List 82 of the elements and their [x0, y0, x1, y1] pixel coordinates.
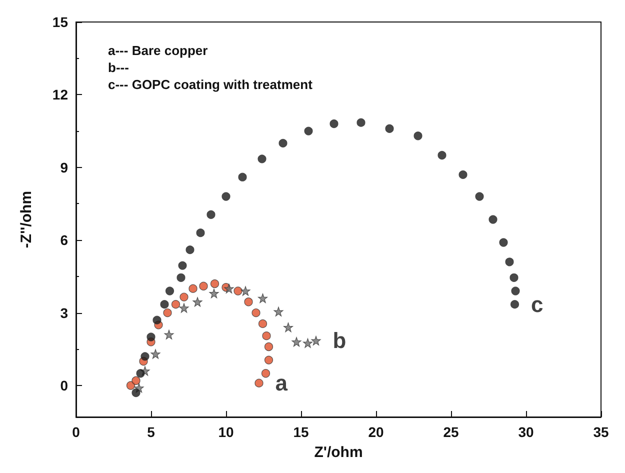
point [304, 126, 313, 136]
point [258, 154, 266, 164]
y-tick-label: 6 [60, 232, 68, 248]
y-tick-label: 9 [60, 159, 68, 176]
point [180, 292, 188, 302]
series-label: c [531, 292, 544, 317]
series-label: b [332, 328, 346, 354]
point [179, 303, 189, 313]
point [171, 300, 180, 309]
point [302, 338, 313, 348]
point [140, 352, 150, 361]
point [264, 342, 274, 352]
point [505, 258, 514, 266]
point [206, 210, 216, 219]
point [252, 308, 260, 318]
point [511, 286, 520, 296]
point [258, 293, 268, 304]
point [292, 337, 302, 347]
point [274, 306, 284, 316]
annotation: a--- Bare copper [108, 43, 208, 58]
point [136, 369, 145, 378]
point [126, 381, 136, 390]
point [186, 245, 194, 254]
point [244, 298, 253, 306]
point [196, 228, 205, 238]
x-tick-label: 10 [218, 424, 234, 440]
point [164, 330, 174, 340]
y-tick-label: 15 [52, 14, 68, 30]
point [414, 132, 422, 140]
x-tick-label: 25 [443, 424, 459, 440]
point [385, 124, 394, 133]
point [199, 282, 208, 290]
point [209, 288, 219, 298]
point [132, 388, 140, 398]
point [258, 319, 268, 328]
point [264, 356, 274, 364]
point [240, 286, 250, 296]
point [499, 238, 508, 247]
point [210, 279, 220, 288]
annotation: c--- GOPC coating with treatment [108, 77, 314, 92]
x-tick-label: 30 [518, 424, 534, 440]
point [438, 150, 446, 160]
annotation: b--- [108, 60, 129, 75]
point [234, 286, 242, 296]
y-tick-label: 3 [60, 304, 68, 321]
x-tick-label: 35 [593, 424, 609, 440]
point [176, 273, 186, 282]
x-axis-title: Z'/ohm [314, 444, 363, 461]
x-tick-label: 20 [368, 424, 384, 440]
x-tick-label: 0 [72, 424, 80, 440]
y-tick-label: 0 [60, 377, 68, 394]
point [262, 332, 271, 340]
point [160, 300, 169, 309]
point [152, 316, 162, 324]
point [278, 138, 288, 148]
series-label: a [275, 370, 288, 396]
point [330, 119, 338, 128]
point [165, 286, 174, 296]
x-tick-label: 15 [293, 424, 309, 440]
point [146, 332, 156, 342]
point [356, 118, 366, 127]
point [510, 300, 520, 309]
point [238, 172, 247, 182]
point [311, 336, 321, 346]
point [163, 308, 172, 318]
point [224, 284, 234, 294]
point [192, 297, 202, 307]
point [222, 192, 230, 201]
point [132, 376, 140, 385]
point [510, 273, 518, 282]
point [283, 322, 294, 332]
point [458, 170, 468, 179]
point [254, 378, 264, 388]
point [475, 192, 484, 201]
point [261, 369, 270, 378]
x-tick-label: 5 [147, 424, 156, 440]
point [188, 284, 198, 293]
y-axis-title: -Z''/ohm [18, 190, 35, 248]
point [150, 349, 160, 359]
point [488, 215, 498, 224]
point [178, 261, 187, 270]
y-tick-label: 12 [52, 86, 68, 103]
